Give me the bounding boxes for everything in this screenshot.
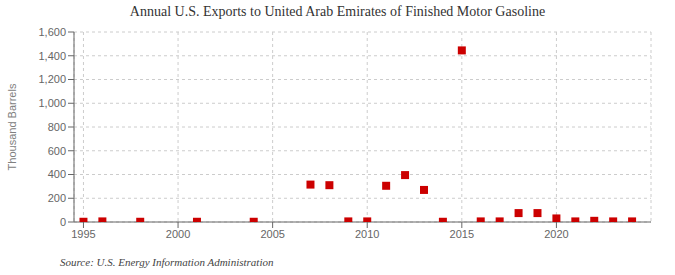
svg-text:2010: 2010 — [355, 228, 379, 240]
svg-text:Thousand Barrels: Thousand Barrels — [8, 83, 18, 170]
svg-text:2000: 2000 — [166, 228, 190, 240]
svg-text:1,400: 1,400 — [38, 50, 66, 62]
svg-text:2015: 2015 — [450, 228, 474, 240]
svg-text:2005: 2005 — [260, 228, 284, 240]
svg-text:1995: 1995 — [71, 228, 95, 240]
svg-text:0: 0 — [60, 216, 66, 228]
svg-text:1,200: 1,200 — [38, 73, 66, 85]
svg-text:1,000: 1,000 — [38, 97, 66, 109]
html-text:Annual U.S. Exports to United: Annual U.S. Exports to United Arab Emira… — [129, 4, 546, 19]
svg-text:200: 200 — [48, 192, 66, 204]
svg-text:2020: 2020 — [544, 228, 568, 240]
svg-text:400: 400 — [48, 168, 66, 180]
svg-text:800: 800 — [48, 121, 66, 133]
html-text:Source: U.S. Energy Informatio: Source: U.S. Energy Information Administ… — [60, 256, 274, 268]
svg-text:600: 600 — [48, 145, 66, 157]
svg-text:1,600: 1,600 — [38, 26, 66, 38]
